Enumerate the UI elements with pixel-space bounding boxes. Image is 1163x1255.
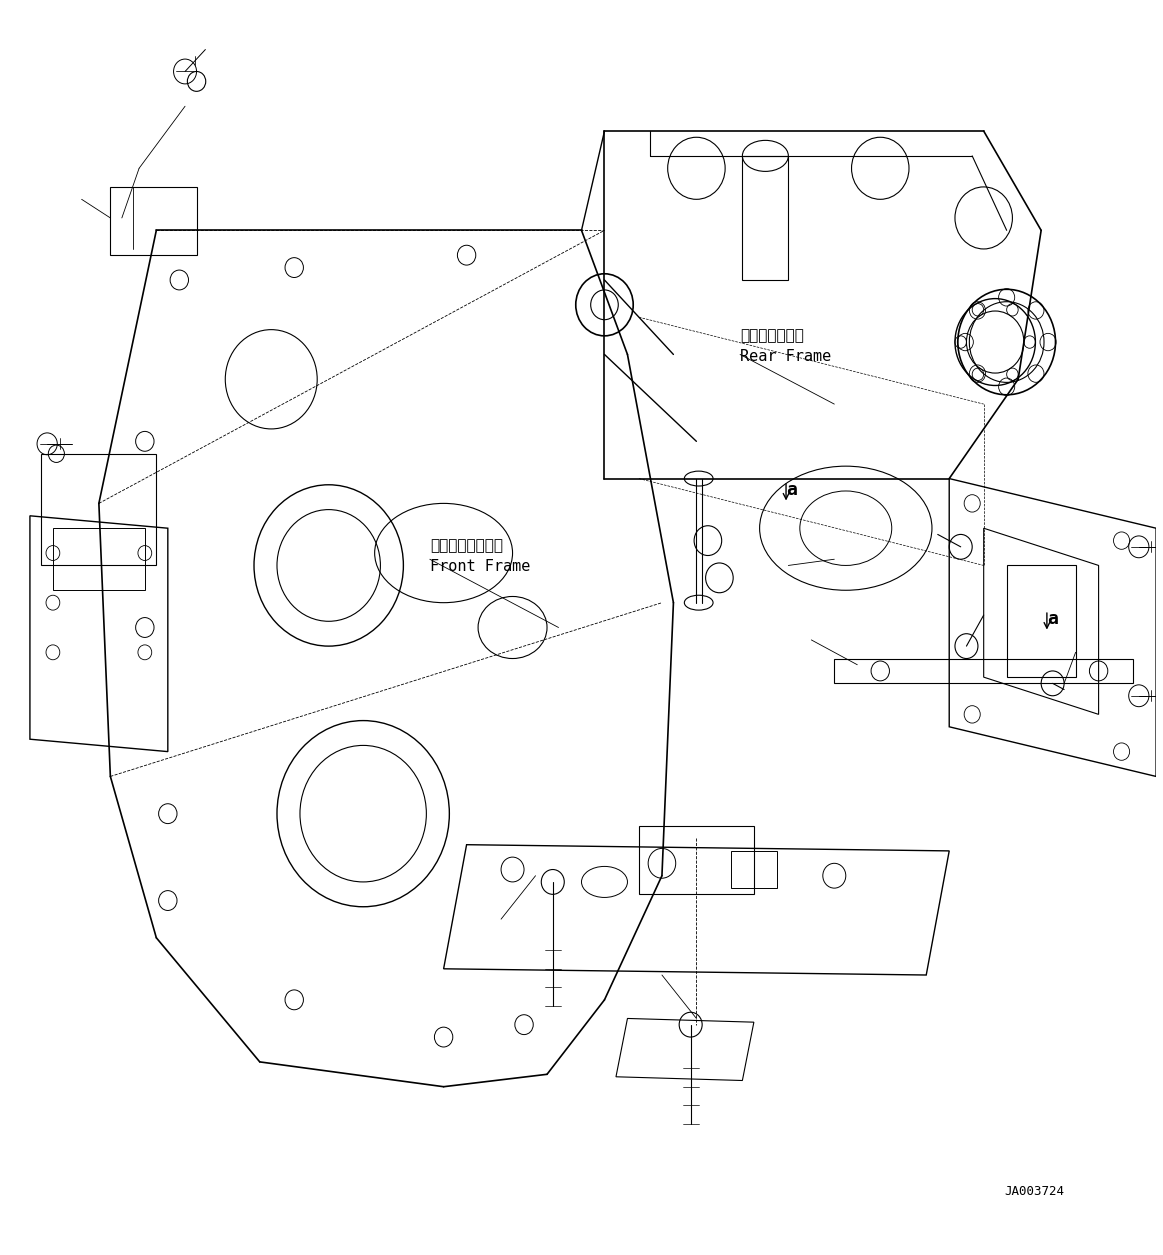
Text: Front Frame: Front Frame [430,560,530,575]
Text: JA003724: JA003724 [1004,1186,1064,1199]
Bar [638,826,754,895]
Bar [1007,566,1076,678]
Bar [52,528,145,590]
Text: Rear Frame: Rear Frame [740,349,832,364]
Text: リヤーフレーム: リヤーフレーム [740,329,804,344]
Bar [42,454,156,566]
Bar [742,156,789,280]
Text: a: a [1047,610,1058,628]
Text: a: a [786,481,797,498]
Bar [730,851,777,889]
Bar [110,187,197,255]
Text: フロントフレーム: フロントフレーム [430,538,502,553]
